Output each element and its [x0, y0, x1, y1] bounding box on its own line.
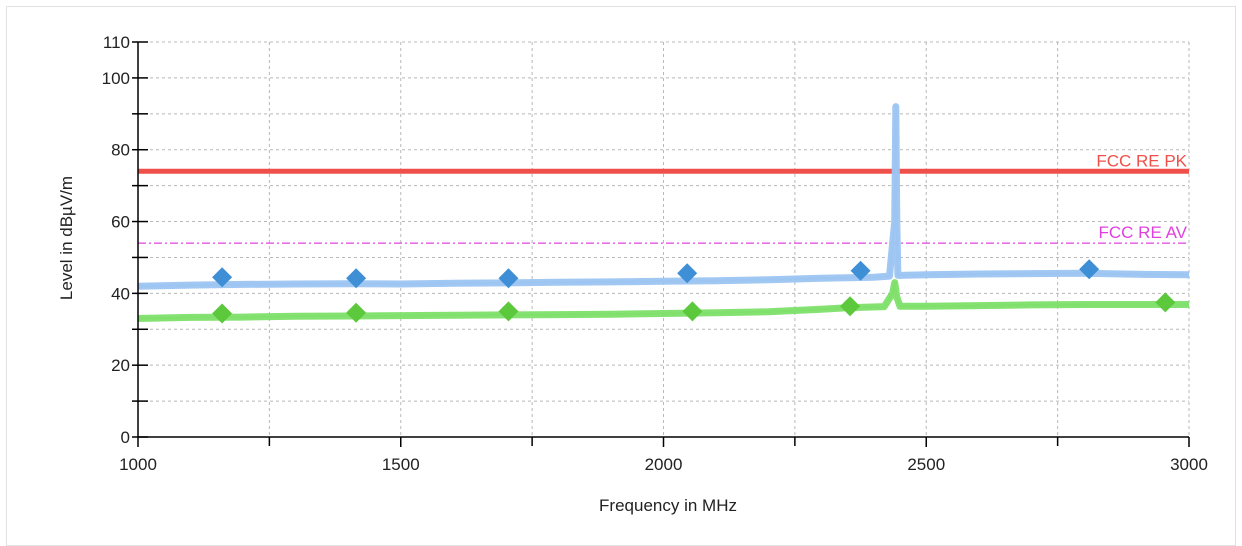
- data-point-marker: [1155, 292, 1176, 313]
- y-tick-label: 20: [111, 356, 130, 375]
- axes: 1000 1500 2000 2500 3000 0 20 40 60 80 100 110: [102, 33, 1208, 474]
- emission-chart: FCC RE PK FCC RE AV 1000 1500 2000 2500 3000 0…: [57, 33, 1208, 515]
- limit-label: FCC RE PK: [1096, 151, 1187, 170]
- limit-label: FCC RE AV: [1099, 223, 1188, 242]
- x-tick-label: 1500: [382, 455, 420, 474]
- y-tick-label: 110: [103, 33, 130, 52]
- y-axis-title: Level in dBµV/m: [57, 176, 76, 300]
- data-point-marker: [677, 263, 698, 284]
- trace-line: [137, 105, 1190, 288]
- data-series: [137, 103, 1190, 324]
- y-tick-label: 80: [111, 141, 130, 160]
- y-tick-label: 40: [111, 284, 130, 303]
- y-tick-label: 100: [102, 69, 130, 88]
- grid: [138, 41, 1190, 437]
- y-tick-label: 60: [111, 213, 130, 232]
- data-point-marker: [682, 301, 703, 322]
- x-tick-label: 3000: [1170, 455, 1208, 474]
- x-axis-title: Frequency in MHz: [599, 496, 737, 515]
- y-tick-label: 0: [121, 428, 130, 447]
- data-point-marker: [840, 296, 861, 317]
- x-tick-label: 1000: [119, 455, 157, 474]
- data-point-marker: [212, 267, 233, 288]
- data-point-marker: [212, 303, 233, 324]
- data-point-marker: [498, 268, 519, 289]
- limit-lines: FCC RE PK FCC RE AV: [138, 151, 1189, 244]
- data-point-marker: [346, 302, 367, 323]
- data-point-marker: [498, 301, 519, 322]
- x-tick-label: 2000: [645, 455, 683, 474]
- data-point-marker: [1079, 259, 1100, 280]
- x-tick-label: 2500: [907, 455, 945, 474]
- data-point-marker: [850, 260, 871, 281]
- data-point-marker: [346, 268, 367, 289]
